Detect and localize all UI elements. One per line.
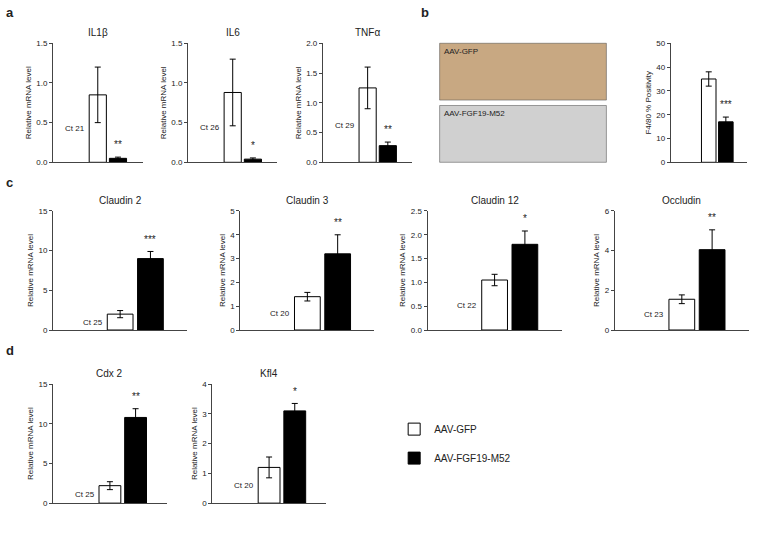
svg-text:Relative mRNA level: Relative mRNA level — [159, 66, 168, 139]
svg-text:Relative mRNA level: Relative mRNA level — [398, 234, 407, 307]
svg-text:2: 2 — [202, 439, 207, 448]
svg-text:5: 5 — [230, 207, 235, 216]
svg-text:***: *** — [720, 99, 732, 110]
svg-text:Ct 23: Ct 23 — [644, 310, 664, 319]
svg-text:a: a — [6, 5, 14, 20]
svg-text:IL6: IL6 — [226, 27, 240, 38]
svg-text:*: * — [293, 386, 297, 397]
svg-text:Relative mRNA level: Relative mRNA level — [24, 66, 33, 139]
svg-text:2: 2 — [230, 278, 235, 287]
svg-text:*: * — [523, 213, 527, 224]
svg-text:10: 10 — [39, 420, 48, 429]
svg-text:Ct 22: Ct 22 — [457, 301, 477, 310]
svg-text:Ct 25: Ct 25 — [83, 318, 103, 327]
svg-text:Cdx 2: Cdx 2 — [96, 368, 123, 379]
svg-text:**: ** — [334, 217, 342, 228]
svg-text:0: 0 — [202, 499, 207, 508]
svg-text:1.5: 1.5 — [411, 254, 423, 263]
svg-text:0.5: 0.5 — [36, 118, 48, 127]
svg-text:Relative mRNA level: Relative mRNA level — [218, 234, 227, 307]
svg-text:b: b — [421, 5, 429, 20]
svg-text:Ct 29: Ct 29 — [335, 121, 355, 130]
svg-text:0.5: 0.5 — [411, 302, 423, 311]
svg-text:Relative mRNA level: Relative mRNA level — [294, 66, 303, 139]
svg-text:Claudin 12: Claudin 12 — [471, 195, 519, 206]
svg-text:Relative mRNA level: Relative mRNA level — [592, 234, 601, 307]
svg-text:**: ** — [384, 124, 392, 135]
svg-text:1.5: 1.5 — [171, 39, 183, 48]
svg-text:10: 10 — [656, 134, 665, 143]
svg-text:0.0: 0.0 — [171, 158, 183, 167]
svg-text:0.0: 0.0 — [306, 158, 318, 167]
svg-text:5: 5 — [43, 459, 48, 468]
svg-text:TNFα: TNFα — [355, 27, 380, 38]
svg-text:2.5: 2.5 — [411, 207, 423, 216]
svg-text:c: c — [6, 175, 13, 190]
svg-text:AAV-FGF19-M52: AAV-FGF19-M52 — [434, 453, 510, 464]
svg-text:0: 0 — [43, 499, 48, 508]
svg-text:4: 4 — [230, 231, 235, 240]
svg-text:1.5: 1.5 — [36, 39, 48, 48]
svg-text:Occludin: Occludin — [662, 195, 701, 206]
svg-text:Ct 20: Ct 20 — [234, 481, 254, 490]
svg-text:5: 5 — [43, 286, 48, 295]
svg-text:0.5: 0.5 — [171, 118, 183, 127]
svg-text:15: 15 — [39, 380, 48, 389]
svg-text:1.5: 1.5 — [306, 69, 318, 78]
svg-text:Ct 26: Ct 26 — [200, 123, 220, 132]
svg-text:0: 0 — [230, 326, 235, 335]
svg-text:0: 0 — [605, 326, 610, 335]
svg-text:Kfl4: Kfl4 — [260, 368, 278, 379]
svg-text:Claudin 3: Claudin 3 — [286, 195, 329, 206]
svg-text:0.0: 0.0 — [411, 326, 423, 335]
svg-text:Ct 25: Ct 25 — [75, 490, 95, 499]
svg-text:40: 40 — [656, 63, 665, 72]
svg-text:Ct 21: Ct 21 — [65, 124, 85, 133]
svg-text:0.0: 0.0 — [36, 158, 48, 167]
svg-text:AAV-GFP: AAV-GFP — [444, 47, 478, 56]
svg-text:2.0: 2.0 — [411, 231, 423, 240]
svg-text:Relative mRNA level: Relative mRNA level — [26, 234, 35, 307]
svg-text:10: 10 — [39, 246, 48, 255]
svg-text:*: * — [251, 140, 255, 151]
svg-text:4: 4 — [202, 380, 207, 389]
svg-text:3: 3 — [230, 254, 235, 263]
svg-text:Relative mRNA level: Relative mRNA level — [190, 407, 199, 480]
svg-text:1: 1 — [202, 469, 207, 478]
svg-text:0.5: 0.5 — [306, 128, 318, 137]
svg-text:d: d — [6, 343, 14, 358]
svg-text:***: *** — [144, 234, 156, 245]
svg-text:1.0: 1.0 — [411, 278, 423, 287]
svg-text:Ct 20: Ct 20 — [270, 309, 290, 318]
svg-text:2: 2 — [605, 286, 610, 295]
svg-text:Claudin 2: Claudin 2 — [99, 195, 142, 206]
svg-text:**: ** — [708, 212, 716, 223]
svg-text:4: 4 — [605, 246, 610, 255]
svg-text:15: 15 — [39, 207, 48, 216]
svg-text:3: 3 — [202, 410, 207, 419]
svg-text:2.0: 2.0 — [306, 39, 318, 48]
svg-text:**: ** — [132, 391, 140, 402]
svg-text:AAV-GFP: AAV-GFP — [434, 424, 477, 435]
svg-text:0: 0 — [661, 158, 666, 167]
svg-text:IL1β: IL1β — [88, 27, 108, 38]
svg-text:1: 1 — [230, 302, 235, 311]
svg-text:Relative mRNA level: Relative mRNA level — [26, 407, 35, 480]
svg-text:1.0: 1.0 — [171, 79, 183, 88]
svg-text:6: 6 — [605, 207, 610, 216]
svg-text:F4/80 % Positivity: F4/80 % Positivity — [644, 71, 653, 135]
svg-text:AAV-FGF19-M52: AAV-FGF19-M52 — [444, 109, 505, 118]
svg-text:1.0: 1.0 — [306, 99, 318, 108]
svg-text:0: 0 — [43, 326, 48, 335]
svg-text:20: 20 — [656, 110, 665, 119]
svg-text:1.0: 1.0 — [36, 79, 48, 88]
svg-text:**: ** — [114, 139, 122, 150]
svg-text:50: 50 — [656, 39, 665, 48]
svg-text:30: 30 — [656, 87, 665, 96]
